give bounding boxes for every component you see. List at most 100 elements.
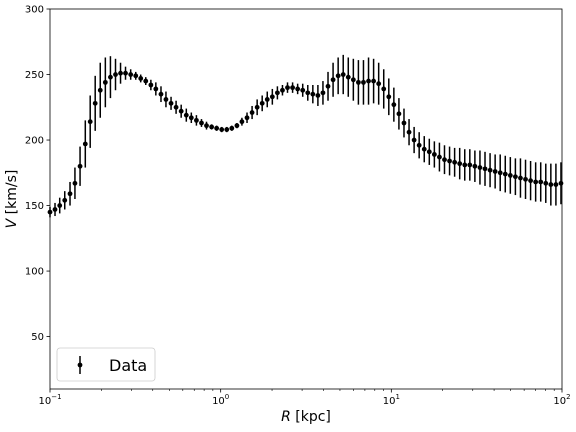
data-point xyxy=(371,78,376,84)
data-point xyxy=(254,104,260,110)
data-point xyxy=(224,127,230,132)
data-point xyxy=(285,85,290,91)
data-point xyxy=(361,79,366,85)
data-point xyxy=(523,176,528,182)
data-point xyxy=(158,91,164,97)
data-point xyxy=(487,167,493,173)
y-axis: 50 100 150 200 250 300 xyxy=(25,5,50,343)
data-point xyxy=(52,207,58,212)
data-point xyxy=(548,182,554,187)
data-point xyxy=(345,74,351,80)
legend-marker xyxy=(77,356,83,374)
data-point xyxy=(194,117,199,123)
data-point xyxy=(431,152,437,157)
data-point xyxy=(138,76,144,81)
data-point xyxy=(234,123,240,129)
data-point xyxy=(497,170,503,176)
data-point xyxy=(411,137,417,143)
data-point xyxy=(178,108,184,114)
data-point xyxy=(168,100,174,106)
data-point xyxy=(77,163,83,169)
data-point xyxy=(325,83,331,89)
data-point xyxy=(315,93,321,98)
data-point xyxy=(442,157,447,163)
data-point xyxy=(452,159,458,165)
data-point xyxy=(416,142,422,148)
data-point xyxy=(204,123,209,129)
data-point xyxy=(457,161,463,167)
data-point xyxy=(264,97,270,102)
data-point xyxy=(214,125,220,131)
data-point xyxy=(512,174,518,180)
data-point xyxy=(386,94,392,100)
data-point xyxy=(447,158,452,164)
x-tick-label: 101 xyxy=(383,393,400,407)
data-point xyxy=(482,166,488,172)
data-point xyxy=(356,79,361,85)
data-point xyxy=(148,82,154,88)
data-point xyxy=(553,182,559,187)
data-point xyxy=(259,100,265,106)
data-point xyxy=(57,203,63,208)
data-point xyxy=(330,77,336,83)
y-tick-label: 300 xyxy=(25,5,44,16)
data-point xyxy=(391,102,397,108)
data-point xyxy=(108,74,113,80)
data-point xyxy=(492,169,498,174)
data-point xyxy=(518,175,523,181)
data-point xyxy=(538,179,544,185)
data-point xyxy=(163,97,169,102)
data-point xyxy=(310,91,316,97)
legend: Data xyxy=(56,347,156,382)
x-tick-label: 10−1 xyxy=(38,393,61,407)
data-point xyxy=(275,90,280,96)
data-point xyxy=(305,90,311,96)
data-point xyxy=(366,78,371,84)
data-point xyxy=(472,163,478,169)
data-point xyxy=(82,141,88,147)
data-point xyxy=(128,72,134,77)
data-point xyxy=(133,73,139,79)
data-point xyxy=(199,120,204,126)
data-point xyxy=(269,94,275,100)
data-point xyxy=(437,154,442,160)
data-point xyxy=(72,180,78,186)
y-tick-label: 100 xyxy=(25,267,44,278)
data-point xyxy=(290,85,295,91)
data-point xyxy=(533,179,539,185)
data-point xyxy=(87,119,93,125)
data-point xyxy=(421,146,427,152)
data-point xyxy=(153,86,159,92)
data-point xyxy=(219,127,225,132)
data-point xyxy=(462,162,468,168)
data-point xyxy=(239,119,245,125)
data-point xyxy=(350,77,356,83)
data-point xyxy=(406,129,412,135)
data-point xyxy=(67,191,73,197)
data-point xyxy=(244,115,250,121)
y-axis-label: V [km/s] xyxy=(4,170,20,229)
data-point xyxy=(502,171,508,177)
y-tick-label: 200 xyxy=(25,136,44,147)
legend-label: Data xyxy=(109,356,147,375)
legend-box xyxy=(56,347,156,382)
data-point xyxy=(280,87,285,93)
data-point xyxy=(320,90,326,96)
data-point xyxy=(97,87,103,93)
data-point xyxy=(507,173,513,178)
data-point xyxy=(543,180,549,186)
data-point xyxy=(102,79,108,85)
y-tick-label: 250 xyxy=(25,70,44,81)
data-point xyxy=(381,86,387,92)
data-point xyxy=(249,110,255,115)
data-point xyxy=(143,78,149,84)
data-point xyxy=(62,197,68,203)
data-point xyxy=(173,104,179,110)
x-tick-label: 100 xyxy=(212,393,229,407)
data-point xyxy=(229,125,235,131)
x-tick-label: 102 xyxy=(553,393,570,407)
data-point xyxy=(118,70,123,76)
data-point xyxy=(558,180,564,186)
plot-frame xyxy=(49,8,563,390)
